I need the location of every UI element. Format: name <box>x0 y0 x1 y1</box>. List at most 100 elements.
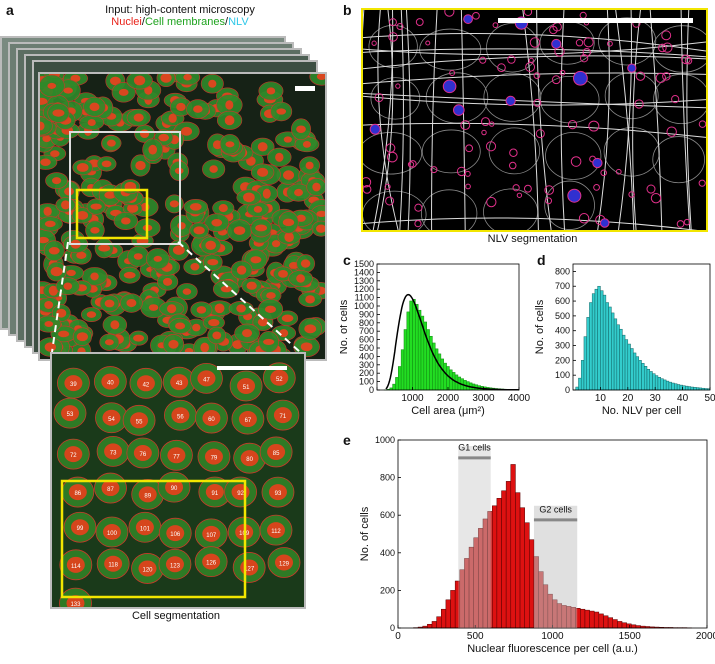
membrane-line <box>618 10 632 230</box>
zoom-nucleus <box>61 405 80 422</box>
cell-id-89: 89 <box>144 493 151 499</box>
nucleus <box>148 144 158 155</box>
nucleus <box>160 74 172 83</box>
nlv-spot <box>396 22 404 31</box>
bar <box>617 621 623 629</box>
bar <box>440 358 444 391</box>
cell-id-91: 91 <box>211 491 218 497</box>
bar <box>395 377 399 391</box>
g2-region <box>533 505 578 628</box>
cell-id-52: 52 <box>276 377 283 383</box>
input-title: Input: high-content microscopy Nuclei/Ce… <box>30 4 330 28</box>
nuclear-outline <box>363 132 423 175</box>
y-tick-label: 600 <box>555 296 570 306</box>
bar <box>679 384 683 391</box>
nucleus <box>246 281 257 290</box>
nucleus <box>190 263 200 271</box>
nucleus <box>283 170 295 180</box>
nucleus <box>211 219 223 227</box>
nlv-spot <box>479 56 487 64</box>
nlv-spot <box>464 170 471 177</box>
y-tick-label: 1200 <box>354 284 374 294</box>
nucleus <box>133 334 145 342</box>
zoom-nucleus <box>197 370 216 387</box>
nucleus <box>40 236 49 244</box>
nuclear-outline <box>545 132 602 180</box>
membrane-line <box>405 10 411 230</box>
nucleus <box>176 102 186 112</box>
nlv-spot <box>575 38 584 47</box>
nucleus <box>42 135 51 143</box>
bar <box>583 336 587 391</box>
nucleus <box>48 285 58 296</box>
y-tick-label: 800 <box>555 266 570 276</box>
nlv-blob <box>453 104 465 116</box>
cell-id-73: 73 <box>110 450 117 456</box>
nucleus <box>208 79 217 88</box>
bar <box>597 285 601 391</box>
zoom-nucleus <box>267 443 286 460</box>
nlv-spot <box>481 129 487 136</box>
nucleus <box>284 232 294 243</box>
y-tick-label: 100 <box>359 377 374 387</box>
cell-id-47: 47 <box>203 377 210 383</box>
cell-id-56: 56 <box>177 414 184 420</box>
nucleus <box>110 320 120 330</box>
nlv-spot <box>681 54 691 65</box>
nucleus <box>66 269 76 277</box>
nlv-blob <box>573 70 588 86</box>
y-tick-label: 200 <box>359 368 374 378</box>
bar <box>437 353 442 391</box>
nucleus <box>266 87 276 95</box>
cell-id-55: 55 <box>136 419 143 425</box>
y-tick-label: 800 <box>359 318 374 328</box>
nucleus <box>50 150 60 158</box>
nlv-spot <box>529 37 541 48</box>
nlv-spot <box>425 40 431 46</box>
cell-id-39: 39 <box>70 382 77 388</box>
nuclear-outline <box>539 75 600 124</box>
x-tick-label: 20 <box>622 393 634 404</box>
y-tick-label: 500 <box>555 311 570 321</box>
bar <box>643 366 648 391</box>
nucleus <box>271 240 281 248</box>
cell-id-86: 86 <box>74 491 81 497</box>
membrane-line <box>680 10 691 230</box>
y-tick-label: 1500 <box>354 259 374 269</box>
nlv-spot <box>460 120 471 131</box>
panel-a-letter: a <box>6 2 14 18</box>
nlv-spot <box>456 166 467 177</box>
zoom-nucleus <box>274 554 293 571</box>
nlv-spot <box>384 183 391 190</box>
nuclear-outline <box>653 73 706 125</box>
zoom-nucleus <box>64 446 83 463</box>
bar <box>591 293 596 391</box>
nucleus <box>276 108 287 115</box>
bar <box>631 624 637 629</box>
bar <box>612 619 618 629</box>
nucleus <box>63 282 73 290</box>
nlv-spot <box>567 119 578 130</box>
bar <box>429 335 433 391</box>
nucleus <box>175 322 186 330</box>
y-tick-label: 800 <box>380 473 395 483</box>
x-tick-label: 3000 <box>472 393 495 404</box>
segmentation-image: 39 40 42 43 47 51 52 53 54 55 56 60 67 71 72 73 76 77 79 80… <box>52 354 304 607</box>
nlv-spot <box>588 120 600 132</box>
nlv-spot <box>671 95 680 104</box>
nucleus <box>225 141 235 148</box>
membrane-line <box>460 10 466 230</box>
cell-id-77: 77 <box>173 454 180 460</box>
y-tick-label: 1000 <box>375 435 395 445</box>
membrane-line <box>431 10 438 230</box>
bar <box>406 311 410 391</box>
bar <box>605 302 609 391</box>
x-tick-label: 0 <box>395 631 401 642</box>
nucleus <box>304 324 317 334</box>
y-tick-label: 1300 <box>354 276 374 286</box>
channel-legend: Nuclei/Cell membranes/NLV <box>30 16 330 28</box>
bar <box>652 373 656 391</box>
g2-label: G2 cells <box>539 504 572 514</box>
cell-id-43: 43 <box>176 381 183 387</box>
bar <box>580 608 586 629</box>
